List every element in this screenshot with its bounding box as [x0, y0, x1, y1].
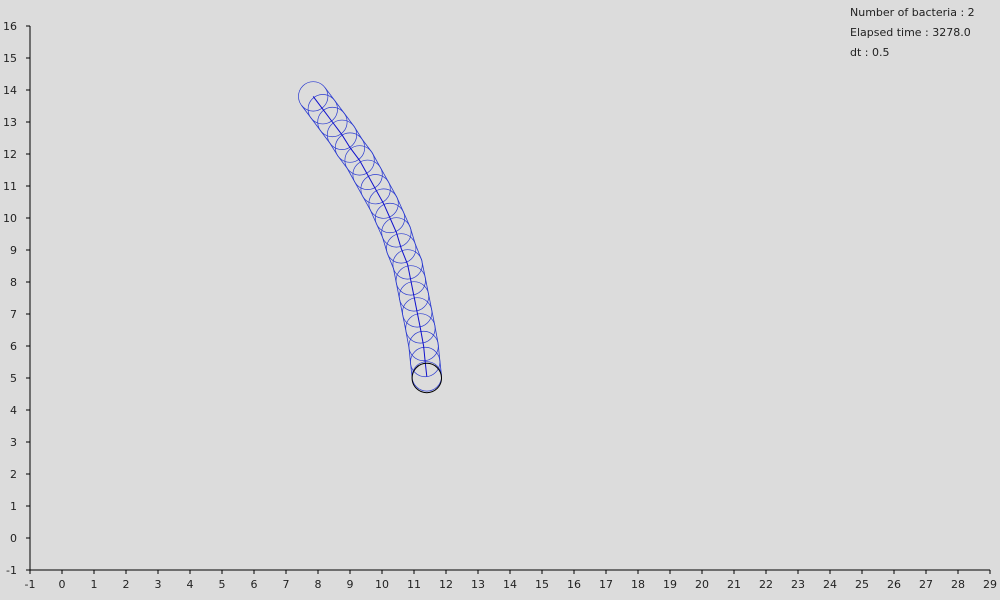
x-tick-label: 21 [727, 578, 741, 591]
x-tick-label: 10 [375, 578, 389, 591]
y-tick-label: 14 [3, 84, 17, 97]
x-tick-label: 2 [123, 578, 130, 591]
y-tick-label: 7 [10, 308, 17, 321]
x-tick-label: 11 [407, 578, 421, 591]
x-tick-label: 9 [347, 578, 354, 591]
bacterium-spine [312, 96, 428, 377]
x-tick-label: 7 [283, 578, 290, 591]
bacteria-layer [298, 81, 443, 394]
y-tick-label: 8 [10, 276, 17, 289]
bacterium-segment [405, 313, 436, 344]
x-tick-label: 12 [439, 578, 453, 591]
bacterium-segment [360, 174, 391, 205]
bacterium-segment [368, 188, 399, 219]
bacteria-count-label: Number of bacteria : 2 [850, 6, 975, 19]
bacterium-segment [334, 132, 366, 163]
bacterium-segment [410, 346, 441, 378]
bacterium-segment [395, 265, 426, 296]
bacterium-segment [352, 159, 383, 190]
x-tick-label: 8 [315, 578, 322, 591]
elapsed-time-label: Elapsed time : 3278.0 [850, 26, 971, 39]
y-tick-label: 4 [10, 404, 17, 417]
y-tick-label: 12 [3, 148, 17, 161]
bacterium-1 [298, 81, 442, 392]
bacterium-segment [411, 362, 443, 394]
bacterium-segment [374, 202, 406, 234]
x-tick-label: 4 [187, 578, 194, 591]
y-tick-label: 9 [10, 244, 17, 257]
x-tick-label: 16 [567, 578, 581, 591]
x-tick-label: 24 [823, 578, 837, 591]
x-tick-label: 29 [983, 578, 997, 591]
y-tick-label: 15 [3, 52, 17, 65]
bacterium-segment [398, 281, 430, 312]
y-tick-label: -1 [6, 564, 17, 577]
bacterium-segment [317, 106, 348, 138]
y-tick-label: 1 [10, 500, 17, 513]
axes: -1 0 1 2 3 4 5 6 7 8 9 10 11 12 13 14 15 16 17 18 19 20 21 22 23… [3, 20, 997, 591]
x-tick-label: 0 [59, 578, 66, 591]
bacterium-segment [298, 81, 329, 112]
x-tick-label: 1 [91, 578, 98, 591]
timestep-label: dt : 0.5 [850, 46, 890, 59]
x-tick-label: 13 [471, 578, 485, 591]
y-tick-label: 11 [3, 180, 17, 193]
bacterium-segment [386, 233, 417, 264]
x-tick-label: 20 [695, 578, 709, 591]
x-tick-label: 14 [503, 578, 517, 591]
x-tick-label: 18 [631, 578, 645, 591]
y-tick-label: 3 [10, 436, 17, 449]
y-tick-label: 10 [3, 212, 17, 225]
x-tick-label: 3 [155, 578, 162, 591]
x-tick-label: 28 [951, 578, 965, 591]
x-tick-label: 22 [759, 578, 773, 591]
bacterium-segment [408, 330, 439, 362]
x-tick-label: 5 [219, 578, 226, 591]
bacterium-segment [381, 217, 412, 248]
x-tick-label: 26 [887, 578, 901, 591]
x-tick-label: 23 [791, 578, 805, 591]
y-tick-label: 5 [10, 372, 17, 385]
x-tick-label: 27 [919, 578, 933, 591]
y-tick-label: 6 [10, 340, 17, 353]
bacterium-segment [392, 249, 423, 280]
y-tick-label: 13 [3, 116, 17, 129]
bacterium-segment [307, 94, 338, 125]
bacterium-2 [411, 362, 443, 394]
x-tick-label: 17 [599, 578, 613, 591]
x-tick-label: 15 [535, 578, 549, 591]
bacterium-segment [402, 297, 433, 328]
x-tick-label: 19 [663, 578, 677, 591]
bacterium-segment [344, 145, 375, 176]
x-tick-label: 6 [251, 578, 258, 591]
y-tick-label: 16 [3, 20, 17, 33]
x-tick-label: -1 [25, 578, 36, 591]
y-tick-label: 0 [10, 532, 17, 545]
x-tick-label: 25 [855, 578, 869, 591]
y-tick-label: 2 [10, 468, 17, 481]
